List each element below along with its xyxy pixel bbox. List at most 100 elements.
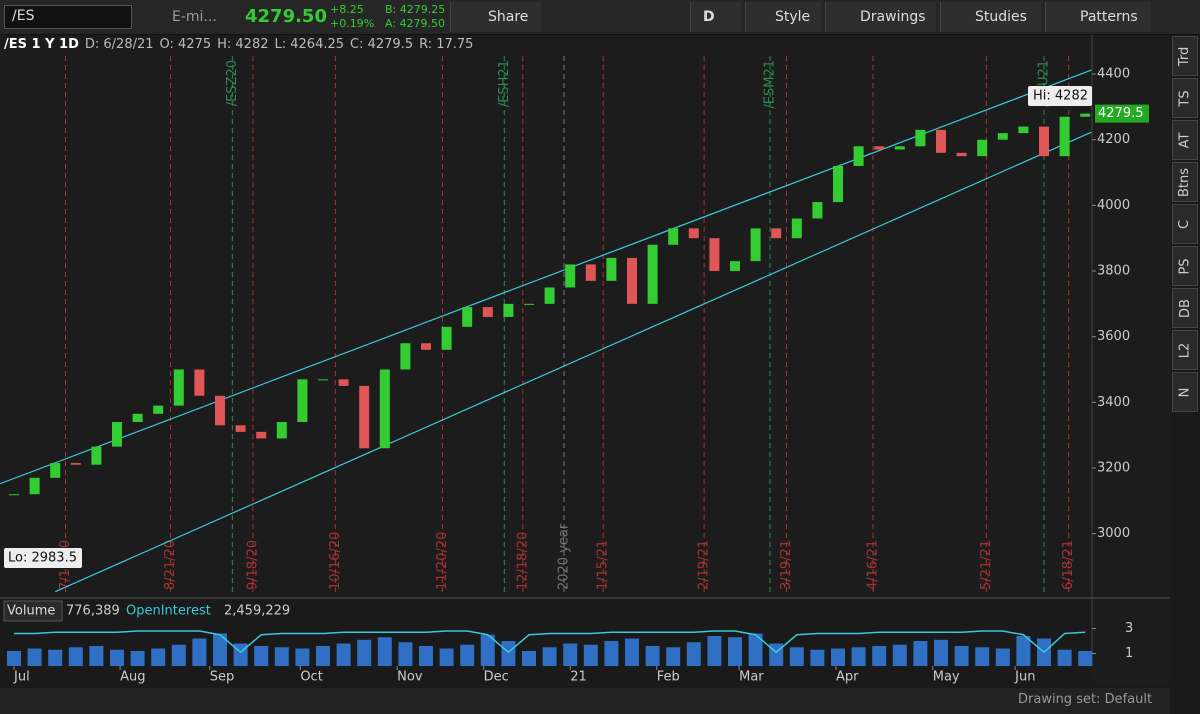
symbol-box[interactable] xyxy=(4,5,132,29)
y-tick-label: 4200 xyxy=(1097,132,1130,147)
candle xyxy=(173,369,184,406)
last-price-label: 4279.5 xyxy=(1098,106,1144,121)
candle xyxy=(606,257,617,281)
candle xyxy=(1039,126,1049,157)
side-tab[interactable]: N xyxy=(1172,372,1198,412)
volume-bar xyxy=(460,644,475,666)
side-tab[interactable]: PS xyxy=(1172,246,1198,286)
volume-bar xyxy=(954,646,969,666)
volume-bar xyxy=(27,648,42,666)
hi-box xyxy=(1028,86,1092,106)
volume-bar xyxy=(666,647,681,666)
candle xyxy=(997,133,1008,140)
button-label[interactable]: Drawings xyxy=(860,9,926,25)
volume-bar xyxy=(1016,636,1031,666)
side-tab[interactable]: DB xyxy=(1172,288,1198,328)
button-label[interactable]: Share xyxy=(488,9,529,25)
side-tab[interactable]: Trd xyxy=(1172,36,1198,76)
volume-bar xyxy=(213,633,227,666)
volume-bar xyxy=(522,651,536,666)
candle xyxy=(791,218,802,239)
event-label: /ESH21 xyxy=(497,60,512,107)
trendline xyxy=(0,69,1092,485)
candle xyxy=(565,264,576,288)
volume-bar xyxy=(398,642,413,666)
tab-label[interactable]: PS xyxy=(1177,257,1193,275)
y-tick-label: 3400 xyxy=(1097,395,1130,410)
share-button[interactable] xyxy=(450,2,541,32)
volume-bar xyxy=(192,638,207,666)
x-tick-label: May xyxy=(933,670,960,685)
volume-bar xyxy=(480,634,495,666)
y-tick-label: 4400 xyxy=(1097,67,1130,82)
tab-label[interactable]: Btns xyxy=(1177,167,1193,197)
side-tab[interactable]: Btns xyxy=(1172,162,1198,202)
drawings-button[interactable] xyxy=(825,2,936,32)
bid: B: 4279.25 xyxy=(385,3,446,16)
volume-bar xyxy=(110,649,124,666)
candle xyxy=(215,395,225,426)
candle xyxy=(709,238,720,272)
volume-bar xyxy=(892,644,907,666)
chart-header: /ES 1 Y 1D D: 6/28/21 O: 4275 H: 4282 L:… xyxy=(4,37,473,52)
status-bar xyxy=(0,688,1170,714)
event-label: 4/16/21 xyxy=(866,540,881,590)
volume-bar xyxy=(851,647,866,666)
side-tab[interactable]: TS xyxy=(1172,78,1198,118)
last-tag xyxy=(1095,104,1149,123)
candle xyxy=(400,343,411,370)
header-field: L: 4264.25 xyxy=(274,37,345,52)
candle xyxy=(544,287,555,304)
studies-button[interactable] xyxy=(940,2,1041,32)
tab-label[interactable]: DB xyxy=(1177,298,1193,318)
style-button[interactable] xyxy=(745,2,821,32)
button-label[interactable]: Style xyxy=(775,9,811,25)
volume-bar xyxy=(274,647,289,666)
header-field: H: 4282 xyxy=(217,37,269,52)
side-tab[interactable]: C xyxy=(1172,204,1198,244)
candle xyxy=(1080,113,1091,117)
side-tab[interactable]: L2 xyxy=(1172,330,1198,370)
symbol[interactable]: /ES xyxy=(12,8,35,24)
button-label[interactable]: Patterns xyxy=(1080,9,1138,25)
volume-bar xyxy=(563,643,578,666)
volume-bar xyxy=(645,646,660,666)
volume-bar xyxy=(686,642,701,666)
last-price: 4279.50 xyxy=(245,6,327,27)
event-label: /ESM21 xyxy=(763,60,778,109)
tab-label[interactable]: N xyxy=(1177,387,1193,397)
button-label[interactable]: D xyxy=(703,9,715,25)
button-label[interactable]: Studies xyxy=(975,9,1027,25)
plot-bg xyxy=(0,34,1092,596)
event-label: 2020 year xyxy=(557,523,572,590)
candle xyxy=(977,139,988,157)
volume-bar xyxy=(295,648,310,666)
candle xyxy=(874,146,885,150)
event-label: 3/19/21 xyxy=(779,540,794,590)
volume-bar xyxy=(975,647,990,666)
x-tick-label: Oct xyxy=(300,670,322,685)
volume-bar xyxy=(625,638,639,666)
period-button[interactable] xyxy=(690,2,741,32)
patterns-button[interactable] xyxy=(1045,2,1151,32)
event-label: 8/21/20 xyxy=(163,540,178,590)
volume-bar xyxy=(68,647,83,666)
change: +8.25 xyxy=(330,3,364,16)
tab-label[interactable]: TS xyxy=(1177,89,1193,107)
event-label: 2/19/21 xyxy=(697,540,712,590)
tab-label[interactable]: AT xyxy=(1177,132,1193,148)
tab-label[interactable]: C xyxy=(1177,219,1193,229)
tab-label[interactable]: L2 xyxy=(1177,342,1193,358)
oi-title: OpenInterest xyxy=(126,604,211,619)
candle xyxy=(956,152,967,157)
tab-label[interactable]: Trd xyxy=(1177,46,1193,66)
side-tab[interactable]: AT xyxy=(1172,120,1198,160)
volume-bar xyxy=(542,647,557,666)
candle xyxy=(688,228,699,239)
volume-bar xyxy=(171,644,186,666)
event-label: 6/18/21 xyxy=(1061,540,1076,590)
volume-bar xyxy=(316,646,330,666)
candle xyxy=(503,303,514,317)
x-tick-label: Dec xyxy=(484,670,509,685)
